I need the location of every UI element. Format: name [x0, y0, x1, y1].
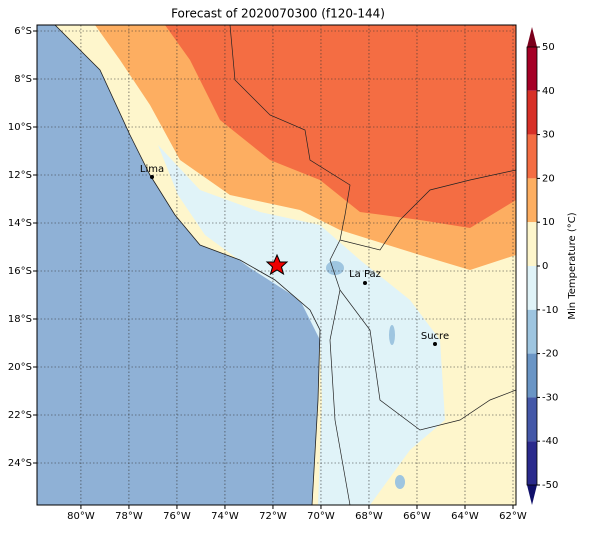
colorbar-tick-label: -10	[542, 305, 558, 316]
colorbar-segment	[527, 397, 537, 442]
y-tick-label: 8°S	[14, 74, 32, 85]
colorbar-segment	[527, 90, 537, 135]
x-tick-label: 72°W	[259, 511, 287, 522]
x-tick-label: 80°W	[67, 511, 95, 522]
colorbar-segment	[527, 222, 537, 266]
city-label: La Paz	[349, 269, 381, 280]
y-tick-label: 20°S	[8, 362, 32, 373]
colorbar-tick-label: 40	[542, 86, 555, 97]
colorbar-segment	[527, 178, 537, 223]
location-star	[265, 253, 289, 276]
y-tick-label: 14°S	[8, 218, 32, 229]
colorbar-segment	[527, 309, 537, 354]
x-tick-label: 64°W	[451, 511, 479, 522]
city-marker	[150, 175, 154, 179]
title: Forecast of 2020070300 (f120-144)	[171, 7, 385, 21]
colorbar-tick-label: 0	[542, 261, 548, 272]
y-tick-label: 18°S	[8, 314, 32, 325]
colorbar-tick-label: -50	[542, 480, 558, 491]
colorbar-extend-over	[527, 27, 537, 47]
colorbar-segment	[527, 266, 537, 310]
colorbar-segment	[527, 47, 537, 91]
city-label: Sucre	[421, 331, 449, 342]
salt-flat	[395, 475, 405, 489]
colorbar-tick-label: 50	[542, 42, 555, 53]
y-tick-label: 16°S	[8, 266, 32, 277]
contour-20-30	[165, 25, 516, 228]
colorbar-tick-label: 20	[542, 173, 555, 184]
city-marker	[363, 281, 367, 285]
colorbar-extend-under	[527, 485, 537, 505]
colorbar-tick-label: 10	[542, 217, 555, 228]
x-tick-label: 66°W	[403, 511, 431, 522]
map-frame	[36, 24, 517, 506]
colorbar-segment	[527, 134, 537, 179]
border	[339, 289, 516, 431]
colorbar-tick-label: -30	[542, 392, 558, 403]
x-tick-label: 76°W	[163, 511, 191, 522]
salt-flat	[389, 325, 395, 345]
x-tick-label: 62°W	[499, 511, 527, 522]
border	[339, 169, 516, 251]
colorbar-tick-label: -40	[542, 436, 558, 447]
colorbar-label: Min Temperature (°C)	[567, 212, 578, 319]
graticule	[37, 25, 516, 505]
coastline	[54, 25, 321, 505]
x-tick-label: 68°W	[355, 511, 383, 522]
colorbar: 50 40 30 20 10 0 -10 -20 -30 -40 -50	[526, 27, 558, 505]
city-marker	[433, 342, 437, 346]
y-tick-label: 12°S	[8, 170, 32, 181]
border	[229, 25, 351, 505]
x-tick-label: 70°W	[307, 511, 335, 522]
y-tick-label: 6°S	[14, 26, 32, 37]
map-area: Lima La Paz Sucre	[37, 25, 516, 505]
x-tick-label: 74°W	[211, 511, 239, 522]
y-tick-label: 22°S	[8, 410, 32, 421]
colorbar-tick-label: -20	[542, 349, 558, 360]
colorbar-segment	[527, 441, 537, 485]
x-tick-label: 78°W	[115, 511, 143, 522]
lake	[326, 261, 344, 275]
y-tick-label: 10°S	[8, 122, 32, 133]
colorbar-tick-label: 30	[542, 130, 555, 141]
colorbar-segment	[527, 353, 537, 398]
city-label: Lima	[140, 164, 164, 175]
y-tick-label: 24°S	[8, 458, 32, 469]
